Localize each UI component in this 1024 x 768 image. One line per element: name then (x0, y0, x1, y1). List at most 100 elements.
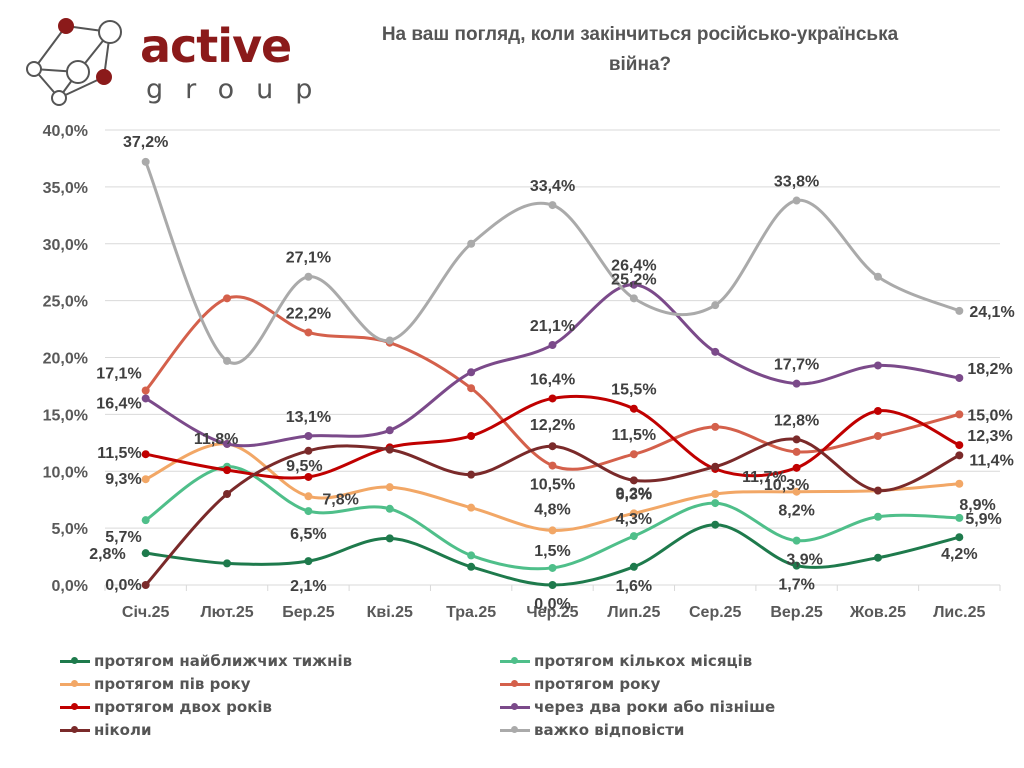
data-point (955, 410, 964, 419)
data-point (304, 472, 313, 481)
data-point (711, 499, 720, 508)
data-point (467, 470, 476, 479)
data-point (304, 446, 313, 455)
data-point (223, 294, 232, 303)
data-point (711, 301, 720, 310)
data-point (955, 513, 964, 522)
x-tick-label: Бер.25 (282, 604, 335, 621)
y-tick-label: 0,0% (52, 578, 88, 595)
data-point (873, 272, 882, 281)
data-label: 11,5% (97, 445, 141, 462)
data-label: 16,4% (530, 371, 575, 388)
data-point (873, 512, 882, 521)
x-tick-label: Лют.25 (200, 604, 253, 621)
x-tick-label: Жов.25 (849, 604, 906, 621)
data-label: 3,9% (786, 552, 822, 569)
data-label: 11,7% (742, 469, 786, 486)
legend-swatch-icon (500, 657, 530, 664)
x-tick-label: Вер.25 (770, 604, 823, 621)
data-label: 7,8% (322, 491, 358, 508)
x-tick-label: Лип.25 (607, 604, 660, 621)
y-tick-label: 10,0% (43, 464, 88, 481)
data-point (141, 475, 150, 484)
data-label: 9,2% (616, 485, 652, 502)
data-point (304, 492, 313, 501)
y-tick-label: 20,0% (43, 351, 88, 368)
data-point (548, 563, 557, 572)
data-point (548, 461, 557, 470)
x-axis: Січ.25 Лют.25 Бер.25 Кві.25 Тра.25 Чер.25 Лип.… (104, 585, 1001, 621)
legend-swatch-icon (60, 726, 90, 733)
data-point (385, 336, 394, 345)
gridlines (105, 129, 1000, 586)
data-label: 13,1% (286, 409, 331, 426)
data-point (792, 463, 801, 472)
y-tick-label: 30,0% (43, 237, 88, 254)
data-point (467, 368, 476, 377)
y-tick-label: 40,0% (43, 123, 88, 140)
data-point (629, 562, 638, 571)
data-label: 10,3% (764, 477, 809, 494)
data-point (711, 520, 720, 529)
legend-item: протягом пів року (60, 673, 251, 695)
data-point (467, 239, 476, 248)
legend-swatch-icon (500, 726, 530, 733)
data-point (141, 394, 150, 403)
data-label: 4,2% (941, 546, 977, 563)
data-point (629, 294, 638, 303)
legend-label: протягом найближчих тижнів (94, 652, 353, 670)
data-label: 8,2% (778, 503, 814, 520)
data-point (873, 361, 882, 370)
data-point (141, 516, 150, 525)
data-point (385, 445, 394, 454)
legend-swatch-icon (60, 703, 90, 710)
data-point (629, 532, 638, 541)
data-point (548, 394, 557, 403)
x-tick-label: Чер.25 (526, 604, 578, 621)
data-point (304, 431, 313, 440)
data-point (223, 439, 232, 448)
legend-item: протягом найближчих тижнів (60, 650, 352, 672)
series-1 (141, 520, 964, 589)
data-label: 12,8% (774, 412, 819, 429)
data-label: 15,0% (967, 407, 1012, 424)
data-label: 21,1% (530, 318, 575, 335)
legend-item: через два роки або пізніше (500, 696, 775, 718)
data-label: 1,7% (778, 577, 814, 594)
data-label: 5,7% (105, 529, 141, 546)
data-label: 11,8% (194, 431, 238, 448)
data-point (467, 551, 476, 560)
data-label: 5,9% (965, 511, 1001, 528)
data-point (223, 559, 232, 568)
data-label: 22,2% (286, 305, 331, 322)
chart-title-line-2: війна? (608, 54, 672, 75)
data-point (711, 490, 720, 498)
data-label: 0,0% (105, 577, 141, 594)
legend-item: важко відповісти (500, 719, 684, 741)
legend-label: протягом пів року (94, 675, 251, 693)
network-graph-icon (26, 18, 122, 106)
data-point (467, 431, 476, 440)
data-point (792, 536, 801, 545)
series-8 (141, 157, 964, 365)
data-point (629, 404, 638, 413)
data-point (873, 406, 882, 415)
series-line (144, 160, 961, 365)
data-point (385, 426, 394, 435)
data-point (629, 280, 638, 289)
data-point (792, 435, 801, 444)
data-point (385, 483, 394, 492)
data-label: 33,8% (774, 174, 819, 191)
data-point (629, 476, 638, 485)
x-tick-label: Лис.25 (933, 604, 985, 621)
data-point (223, 356, 232, 365)
data-label: 16,4% (96, 395, 141, 412)
legend-label: протягом року (534, 675, 661, 693)
data-label: 15,5% (611, 382, 656, 399)
data-label: 8,9% (959, 497, 995, 514)
x-tick-label: Тра.25 (446, 604, 496, 621)
data-label: 17,7% (774, 357, 819, 374)
data-point (955, 306, 964, 315)
data-point (873, 486, 882, 495)
data-point (792, 487, 801, 496)
